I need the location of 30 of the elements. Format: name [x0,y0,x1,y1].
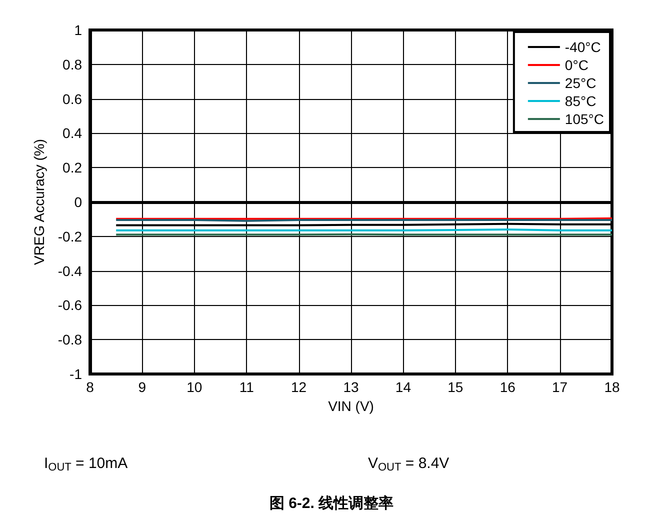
y-tick-label: -0.2 [58,228,82,244]
legend-label: 25°C [564,75,596,91]
y-tick-label: -0.4 [58,262,82,279]
y-axis-title: VREG Accuracy (%) [31,138,47,266]
y-tick-label: 0.6 [62,90,82,107]
legend-label: 105°C [564,111,604,127]
y-tick-label: 0.4 [62,125,82,142]
x-tick-label: 16 [500,379,516,395]
x-tick-label: 18 [604,379,620,395]
x-tick-label: 11 [239,379,254,395]
y-tick-label: 0.2 [62,160,82,176]
caption: 图 6-2. 线性调整率 [269,494,394,512]
x-tick-label: 9 [138,379,146,395]
legend-label: 0°C [564,57,588,73]
y-tick-label: 0.8 [62,56,82,72]
x-axis-title: VIN (V) [328,398,374,414]
x-tick-label: 12 [291,379,307,395]
x-tick-label: 8 [86,379,94,395]
y-tick-label: -0.8 [58,332,82,348]
x-tick-label: 15 [448,379,464,395]
y-tick-label: 0 [74,194,82,210]
x-tick-label: 10 [186,379,202,395]
y-tick-label: -1 [70,366,82,382]
legend-label: 85°C [564,93,596,109]
x-tick-label: 13 [343,379,359,395]
legend-label: -40°C [564,39,601,55]
y-tick-label: -0.6 [58,297,82,314]
y-tick-label: 1 [74,22,82,38]
x-tick-label: 14 [395,379,412,395]
x-tick-label: 17 [552,379,568,395]
